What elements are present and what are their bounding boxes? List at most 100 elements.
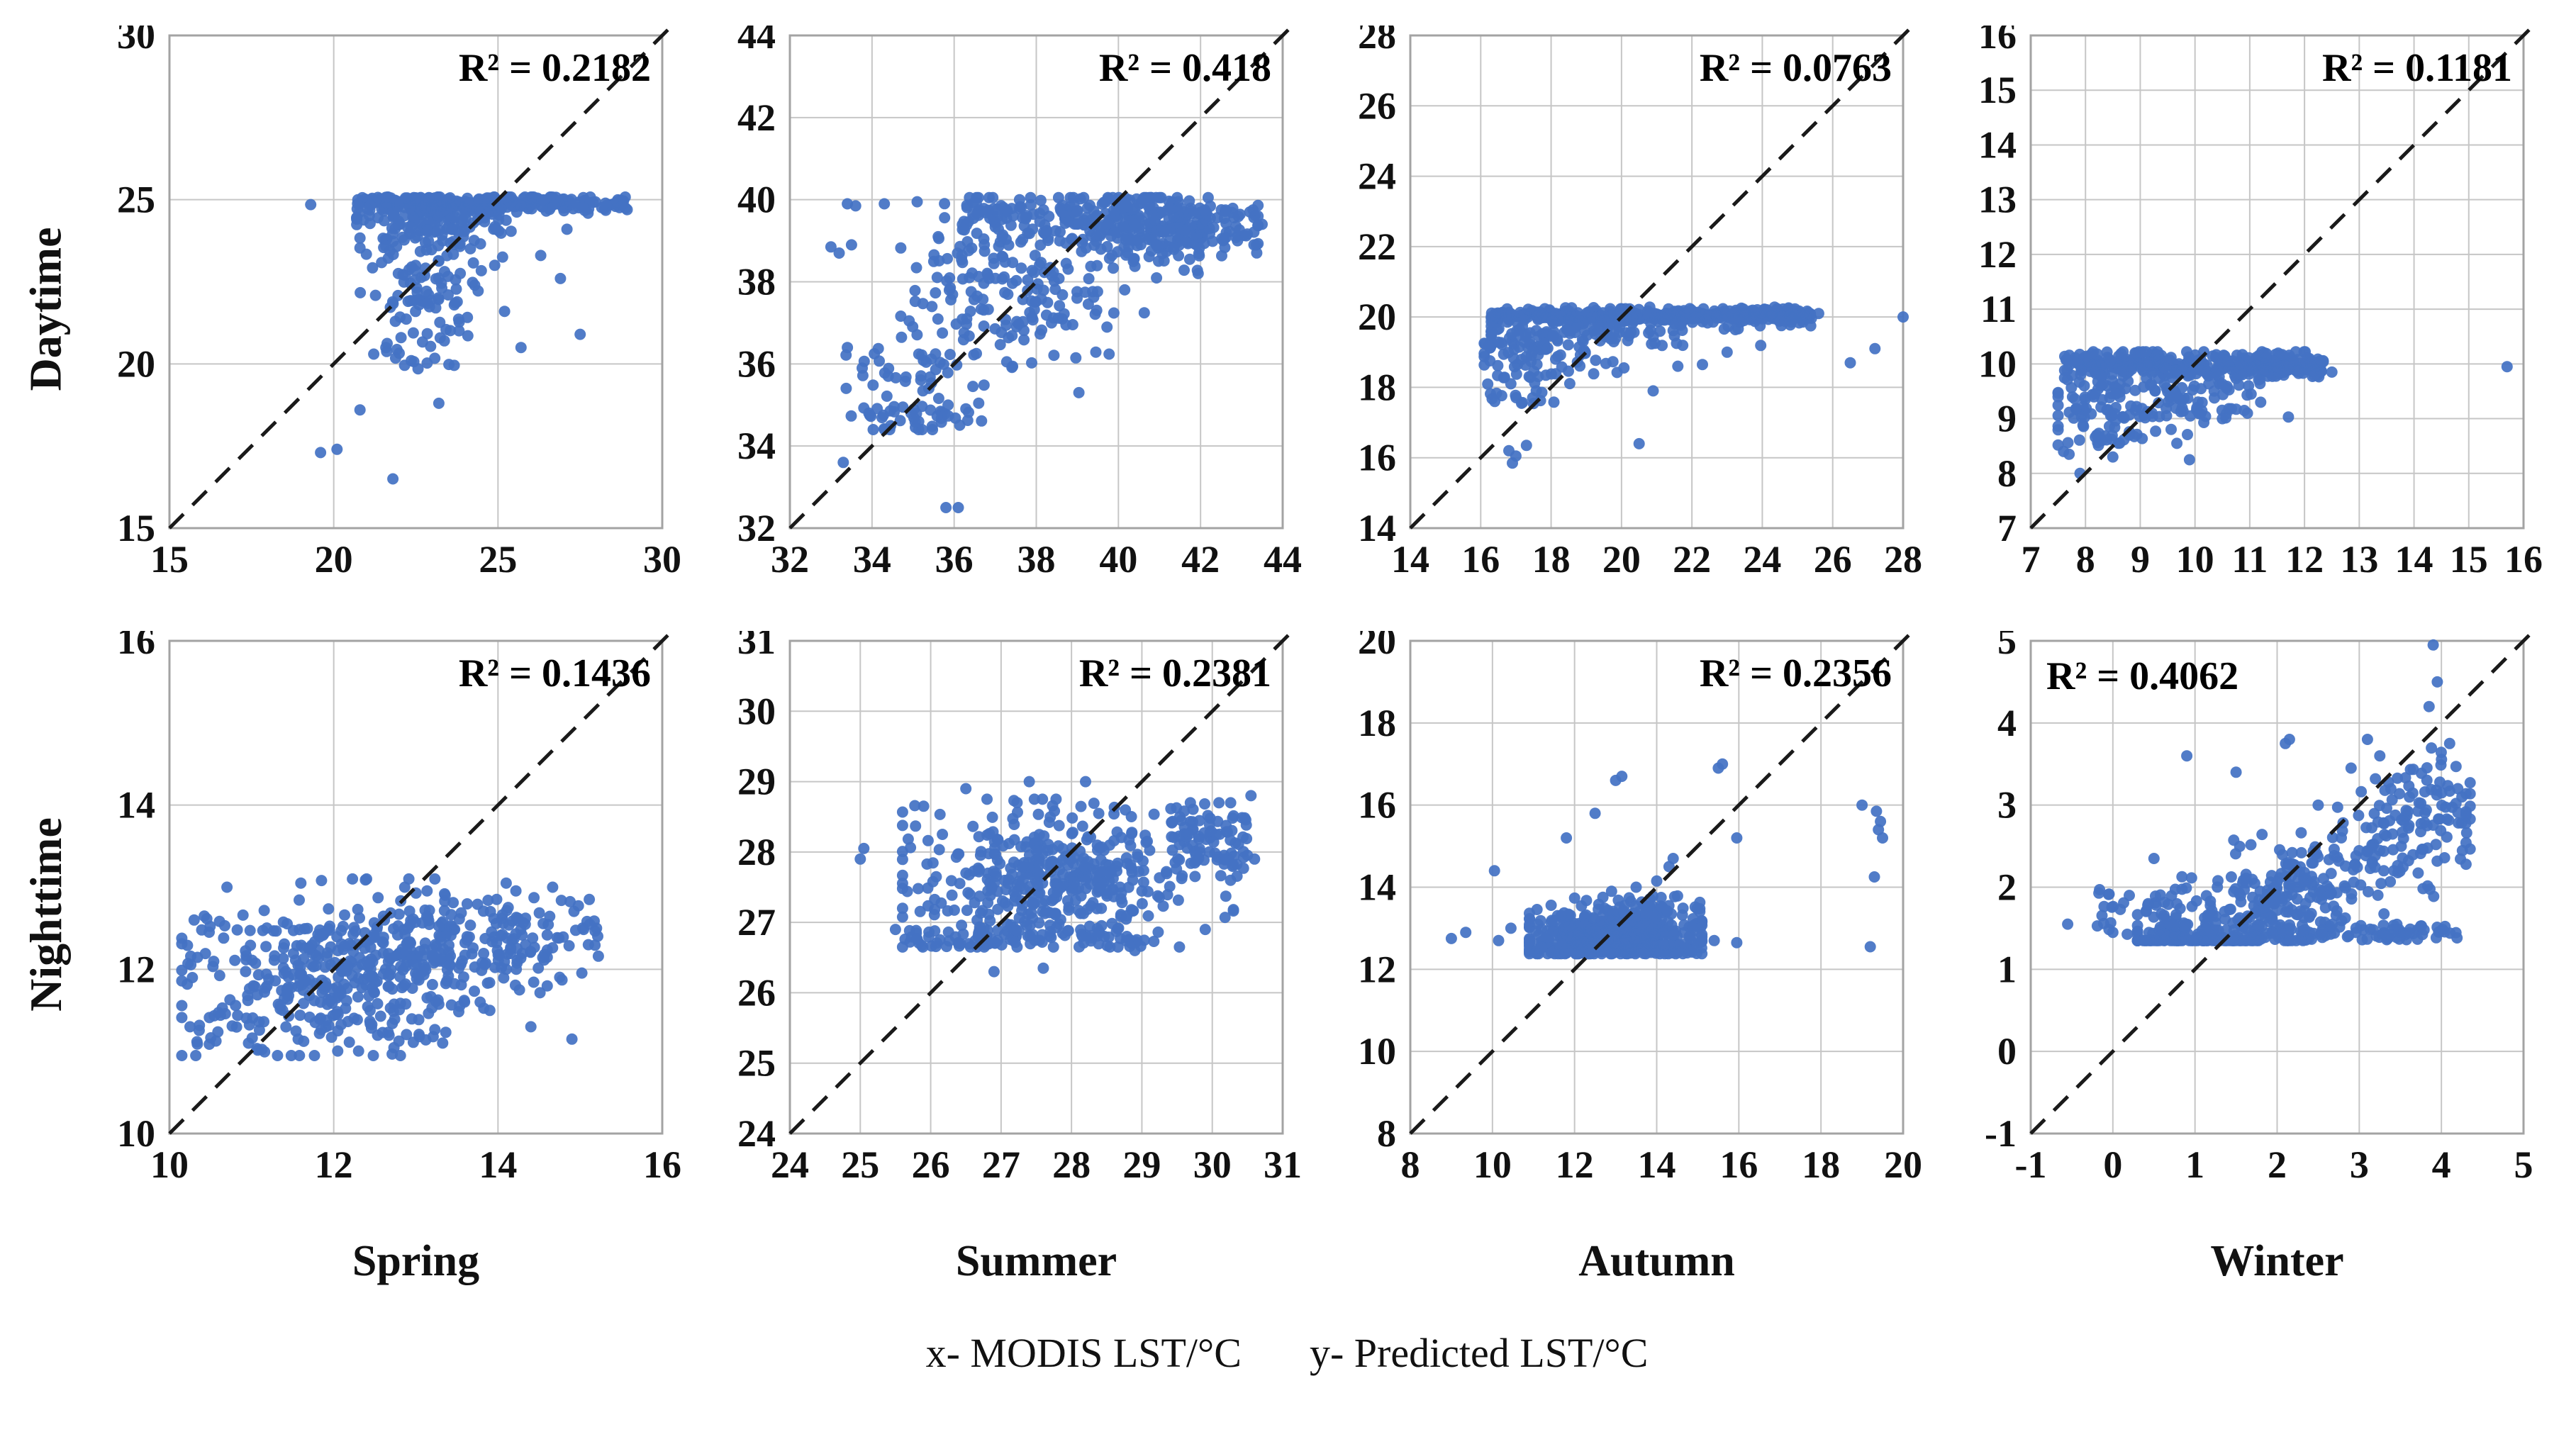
identity-line — [1409, 631, 1916, 1135]
svg-text:20: 20 — [117, 342, 155, 385]
scatter-points — [1478, 301, 1909, 469]
svg-text:24: 24 — [771, 1143, 809, 1186]
x-tick-labels: 24 25 26 27 28 29 30 31 — [771, 1143, 1302, 1186]
svg-text:26: 26 — [1358, 84, 1396, 127]
y-tick-labels: 24 25 26 27 28 29 30 31 — [737, 631, 776, 1155]
scatter-points — [2052, 346, 2513, 479]
season-label-winter: Winter — [2210, 1237, 2344, 1285]
svg-text:15: 15 — [117, 507, 155, 549]
svg-text:14: 14 — [1638, 1143, 1676, 1186]
row-label-nighttime: Nighttime — [21, 817, 71, 1012]
svg-text:16: 16 — [1358, 437, 1396, 479]
svg-text:29: 29 — [737, 761, 776, 803]
x-tick-labels: 8 10 12 14 16 18 20 — [1401, 1143, 1923, 1186]
svg-text:11: 11 — [2231, 538, 2268, 581]
scatter-points — [854, 776, 1261, 978]
plot-border — [2029, 34, 2525, 530]
svg-text:30: 30 — [643, 538, 681, 581]
svg-text:40: 40 — [1099, 538, 1137, 581]
svg-text:34: 34 — [737, 425, 776, 467]
svg-text:27: 27 — [982, 1143, 1020, 1186]
plot-border — [2029, 639, 2525, 1135]
svg-text:16: 16 — [117, 631, 155, 662]
r2-label: R² = 0.4062 — [2046, 654, 2238, 698]
svg-text:9: 9 — [1997, 398, 2017, 440]
svg-text:8: 8 — [1401, 1143, 1420, 1186]
scatter-plot-svg: R² = 0.418 32 34 36 38 40 42 44 32 34 36 38 40 42 44 — [737, 26, 1302, 581]
r2-label: R² = 0.2356 — [1700, 651, 1892, 695]
scatter-points — [305, 191, 633, 485]
svg-text:16: 16 — [1358, 784, 1396, 827]
x-tick-labels: 7 8 9 10 11 12 13 14 15 16 — [2022, 538, 2543, 581]
svg-text:14: 14 — [2395, 538, 2433, 581]
svg-text:14: 14 — [1978, 123, 2017, 166]
svg-text:32: 32 — [771, 538, 809, 581]
scatter-plot-svg: R² = 0.1436 10 12 14 16 10 12 14 16 — [117, 631, 681, 1186]
y-tick-labels: 8 10 12 14 16 18 20 — [1358, 631, 1396, 1155]
svg-text:12: 12 — [2285, 538, 2324, 581]
r2-label: R² = 0.2381 — [1079, 651, 1271, 695]
gridlines — [2031, 35, 2524, 528]
svg-text:25: 25 — [841, 1143, 879, 1186]
svg-text:13: 13 — [2340, 538, 2378, 581]
svg-text:38: 38 — [737, 261, 776, 303]
plot-nighttime-summer: R² = 0.2381 24 25 26 27 28 29 30 31 24 25 26 27 28 29 3… — [708, 631, 1329, 1198]
y-tick-labels: 15 20 25 30 — [117, 26, 155, 549]
svg-text:20: 20 — [315, 538, 353, 581]
svg-text:26: 26 — [912, 1143, 950, 1186]
svg-text:27: 27 — [737, 901, 776, 944]
svg-text:10: 10 — [1473, 1143, 1512, 1186]
svg-text:12: 12 — [1978, 233, 2017, 276]
identity-line — [788, 26, 1295, 530]
svg-text:24: 24 — [1743, 538, 1781, 581]
svg-text:44: 44 — [1264, 538, 1302, 581]
scatter-plot-svg: R² = 0.2356 8 10 12 14 16 18 20 8 10 12 14 16 18 20 — [1358, 631, 1923, 1186]
identity-line — [168, 631, 675, 1135]
plot-border — [168, 639, 664, 1135]
plot-border — [1409, 34, 1905, 530]
svg-text:20: 20 — [1358, 296, 1396, 338]
svg-text:36: 36 — [935, 538, 974, 581]
svg-text:25: 25 — [479, 538, 517, 581]
svg-text:25: 25 — [737, 1042, 776, 1085]
svg-text:30: 30 — [1193, 1143, 1232, 1186]
identity-line — [2029, 26, 2536, 530]
x-tick-labels: -1 0 1 2 3 4 5 — [2015, 1143, 2533, 1186]
svg-text:28: 28 — [737, 831, 776, 873]
plot-border — [788, 639, 1284, 1135]
svg-text:10: 10 — [2176, 538, 2214, 581]
plot-border — [1409, 639, 1905, 1135]
svg-text:30: 30 — [117, 26, 155, 57]
season-label-spring: Spring — [352, 1237, 480, 1285]
caption-y-definition: y- Predicted LST/°C — [1309, 1330, 1649, 1376]
svg-text:18: 18 — [1358, 702, 1396, 744]
axes-caption: x- MODIS LST/°C y- Predicted LST/°C — [4, 1325, 2570, 1377]
svg-text:32: 32 — [737, 507, 776, 549]
svg-text:28: 28 — [1884, 538, 1922, 581]
r2-label: R² = 0.2182 — [459, 46, 651, 90]
svg-text:14: 14 — [117, 784, 155, 827]
identity-line — [168, 26, 675, 530]
plot-border — [168, 34, 664, 530]
svg-text:15: 15 — [2450, 538, 2488, 581]
svg-text:16: 16 — [643, 1143, 681, 1186]
svg-text:10: 10 — [117, 1112, 155, 1155]
svg-text:9: 9 — [2131, 538, 2150, 581]
svg-text:22: 22 — [1358, 225, 1396, 268]
svg-text:26: 26 — [1814, 538, 1852, 581]
r2-label: R² = 0.1436 — [459, 651, 651, 695]
svg-text:8: 8 — [1377, 1112, 1396, 1155]
plot-daytime-winter: R² = 0.1181 7 8 9 10 11 12 13 14 15 16 7 8 9 10 11 12 13 1… — [1949, 26, 2570, 593]
svg-text:12: 12 — [315, 1143, 353, 1186]
svg-text:16: 16 — [1978, 26, 2017, 57]
svg-text:30: 30 — [737, 690, 776, 732]
svg-text:16: 16 — [2504, 538, 2543, 581]
y-tick-labels: 10 12 14 16 — [117, 631, 155, 1155]
svg-text:7: 7 — [1997, 507, 2017, 549]
scatter-points — [1445, 758, 1888, 960]
svg-text:18: 18 — [1532, 538, 1571, 581]
